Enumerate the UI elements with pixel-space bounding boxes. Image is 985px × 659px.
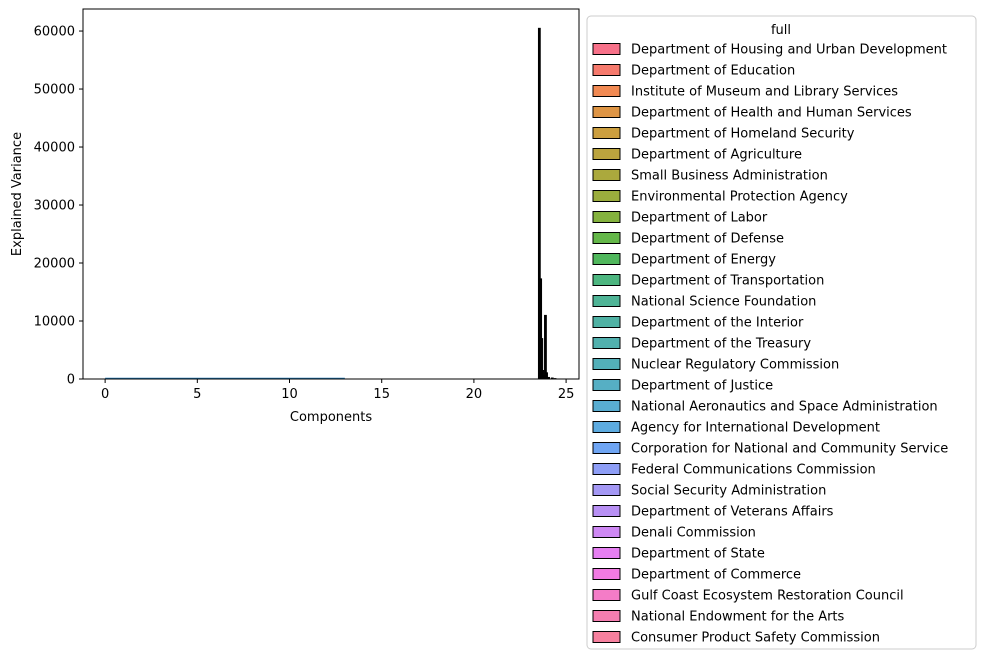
legend-entries: Department of Housing and Urban Developm… bbox=[592, 43, 948, 646]
legend-label: Social Security Administration bbox=[631, 484, 826, 499]
legend-swatch bbox=[592, 64, 621, 76]
legend-swatch bbox=[592, 253, 621, 265]
legend-swatch bbox=[592, 463, 621, 475]
legend-swatch bbox=[592, 547, 621, 559]
legend-swatch bbox=[592, 358, 621, 370]
x-axis-label: Components bbox=[290, 410, 372, 425]
legend-swatch bbox=[592, 106, 621, 118]
legend-swatch bbox=[592, 505, 621, 517]
legend-label: Department of Transportation bbox=[631, 274, 824, 289]
legend-label: Institute of Museum and Library Services bbox=[631, 85, 898, 100]
legend-label: Department of Defense bbox=[631, 232, 784, 247]
legend-label: Agency for International Development bbox=[631, 421, 880, 436]
legend-label: Federal Communications Commission bbox=[631, 463, 876, 478]
x-tick-label: 15 bbox=[373, 387, 390, 402]
legend-label: Department of Justice bbox=[631, 379, 773, 394]
x-tick-label: 5 bbox=[193, 387, 201, 402]
legend-label: Small Business Administration bbox=[631, 169, 828, 184]
legend-swatch bbox=[592, 274, 621, 286]
x-tick-label: 20 bbox=[466, 387, 483, 402]
legend-swatch bbox=[592, 232, 621, 244]
histogram-bar bbox=[544, 314, 547, 380]
x-tick-label: 10 bbox=[281, 387, 298, 402]
legend-label: Department of State bbox=[631, 547, 765, 562]
y-tick-label: 30000 bbox=[34, 199, 75, 214]
legend-swatch bbox=[592, 190, 621, 202]
y-tick-label: 50000 bbox=[34, 83, 75, 98]
legend-swatch bbox=[592, 484, 621, 496]
y-tick-label: 20000 bbox=[34, 257, 75, 272]
y-tick-label: 0 bbox=[67, 373, 75, 388]
legend-swatch bbox=[592, 316, 621, 328]
legend-swatch bbox=[592, 400, 621, 412]
legend-label: Gulf Coast Ecosystem Restoration Council bbox=[631, 589, 904, 604]
histogram-bars bbox=[537, 27, 557, 380]
legend-swatch bbox=[592, 379, 621, 391]
legend-swatch bbox=[592, 148, 621, 160]
legend-swatch bbox=[592, 589, 621, 601]
plot-area bbox=[83, 9, 579, 379]
legend-swatch bbox=[592, 442, 621, 454]
legend-frame bbox=[586, 15, 977, 650]
legend-label: Department of the Interior bbox=[631, 316, 804, 331]
legend-label: Department of Homeland Security bbox=[631, 127, 855, 142]
legend-swatch bbox=[592, 337, 621, 349]
legend-label: Department of the Treasury bbox=[631, 337, 811, 352]
legend-swatch bbox=[592, 127, 621, 139]
legend-label: Department of Commerce bbox=[631, 568, 801, 583]
legend-label: Environmental Protection Agency bbox=[631, 190, 848, 205]
legend-label: National Endowment for the Arts bbox=[631, 610, 845, 625]
y-axis-label: Explained Variance bbox=[10, 132, 25, 256]
legend-swatch bbox=[592, 169, 621, 181]
legend-title: full bbox=[771, 23, 791, 38]
legend-label: Department of Labor bbox=[631, 211, 768, 226]
y-tick-label: 60000 bbox=[34, 25, 75, 40]
plot-frame bbox=[82, 8, 580, 380]
legend-label: Consumer Product Safety Commission bbox=[631, 631, 880, 646]
legend-label: Department of Housing and Urban Developm… bbox=[631, 43, 947, 58]
legend-swatch bbox=[592, 631, 621, 643]
legend-swatch bbox=[592, 85, 621, 97]
legend-swatch bbox=[592, 421, 621, 433]
legend-label: Department of Education bbox=[631, 64, 795, 79]
legend-label: Nuclear Regulatory Commission bbox=[631, 358, 839, 373]
legend: full Department of Housing and Urban Dev… bbox=[586, 15, 977, 650]
legend-label: National Aeronautics and Space Administr… bbox=[631, 400, 938, 415]
x-axis-ticks: 0 5 10 15 20 25 bbox=[101, 379, 574, 402]
y-tick-label: 10000 bbox=[34, 315, 75, 330]
x-tick-label: 0 bbox=[101, 387, 109, 402]
legend-label: Department of Agriculture bbox=[631, 148, 802, 163]
legend-swatch bbox=[592, 43, 621, 55]
legend-swatch bbox=[592, 211, 621, 223]
legend-label: Department of Veterans Affairs bbox=[631, 505, 834, 520]
y-axis-ticks: 0 10000 20000 30000 40000 50000 60000 bbox=[34, 25, 83, 388]
x-tick-label: 25 bbox=[558, 387, 575, 402]
legend-label: National Science Foundation bbox=[631, 295, 816, 310]
legend-swatch bbox=[592, 568, 621, 580]
legend-label: Department of Energy bbox=[631, 253, 776, 268]
legend-label: Denali Commission bbox=[631, 526, 756, 541]
legend-swatch bbox=[592, 610, 621, 622]
legend-swatch bbox=[592, 526, 621, 538]
legend-label: Department of Health and Human Services bbox=[631, 106, 912, 121]
legend-label: Corporation for National and Community S… bbox=[631, 442, 948, 457]
y-tick-label: 40000 bbox=[34, 141, 75, 156]
legend-swatch bbox=[592, 295, 621, 307]
